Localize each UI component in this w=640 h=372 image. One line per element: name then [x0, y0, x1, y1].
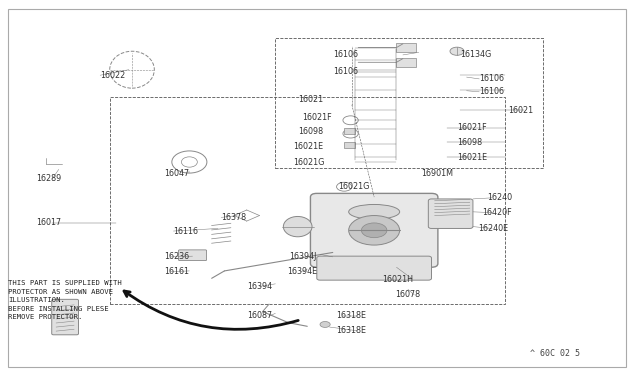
FancyBboxPatch shape [179, 250, 207, 260]
Text: 16021F: 16021F [302, 113, 332, 122]
Text: 16378: 16378 [221, 213, 246, 222]
Text: 16289: 16289 [36, 174, 61, 183]
FancyBboxPatch shape [396, 43, 416, 52]
Text: 16021G: 16021G [338, 182, 369, 191]
Text: 16021E: 16021E [457, 153, 487, 162]
Circle shape [320, 321, 330, 327]
FancyBboxPatch shape [396, 58, 416, 67]
Text: 16106: 16106 [333, 67, 358, 76]
Ellipse shape [349, 205, 399, 219]
Text: 16236: 16236 [164, 252, 189, 262]
Text: 16394: 16394 [246, 282, 272, 291]
Text: 16394E: 16394E [287, 267, 317, 276]
FancyBboxPatch shape [310, 193, 438, 267]
Text: 16021: 16021 [508, 106, 533, 115]
Text: 16394J: 16394J [289, 252, 317, 262]
FancyBboxPatch shape [317, 256, 431, 280]
Bar [275, 38, 543, 167]
Circle shape [349, 215, 399, 245]
FancyBboxPatch shape [428, 199, 473, 228]
Bar [344, 128, 355, 134]
Text: 16106: 16106 [479, 74, 504, 83]
Text: 16022: 16022 [100, 71, 125, 80]
Bar [109, 97, 505, 304]
Text: 16021E: 16021E [293, 142, 323, 151]
Text: 16161: 16161 [164, 267, 189, 276]
Text: 16098: 16098 [457, 138, 482, 147]
Text: 16240: 16240 [487, 193, 512, 202]
Bar [344, 142, 355, 148]
Text: 16106: 16106 [333, 51, 358, 60]
Text: 16098: 16098 [298, 127, 323, 136]
Text: 16017: 16017 [36, 218, 61, 227]
Ellipse shape [450, 47, 464, 55]
Text: 16078: 16078 [395, 291, 420, 299]
Ellipse shape [284, 217, 312, 237]
Circle shape [362, 223, 387, 238]
Text: 16116: 16116 [173, 227, 198, 235]
Text: 16318E: 16318E [336, 326, 366, 335]
Text: 16134G: 16134G [460, 51, 492, 60]
Text: 16318E: 16318E [336, 311, 366, 320]
Text: 16901M: 16901M [420, 169, 452, 177]
Text: 16420F: 16420F [483, 208, 512, 217]
Text: ^ 60C 02 5: ^ 60C 02 5 [531, 349, 580, 358]
Text: 16087: 16087 [246, 311, 272, 320]
Text: THIS PART IS SUPPLIED WITH
PROTECTOR AS SHOWN ABOVE
ILLUSTRATION.
BEFORE INSTALL: THIS PART IS SUPPLIED WITH PROTECTOR AS … [8, 280, 122, 320]
Text: 16021H: 16021H [383, 275, 413, 283]
Text: 16240E: 16240E [478, 224, 508, 233]
Text: 16106: 16106 [479, 87, 504, 96]
FancyBboxPatch shape [52, 299, 79, 335]
Text: 16021: 16021 [298, 95, 323, 104]
Text: 16021G: 16021G [293, 157, 324, 167]
Text: 16047: 16047 [164, 169, 189, 177]
Text: 16021F: 16021F [457, 123, 486, 132]
